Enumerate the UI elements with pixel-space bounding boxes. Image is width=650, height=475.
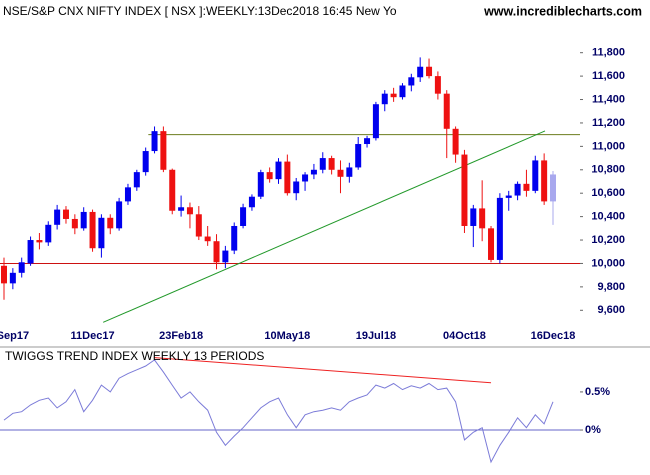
candle-body xyxy=(80,211,87,229)
candle-body xyxy=(107,217,114,229)
watermark-background xyxy=(452,1,650,23)
y-tick-label: 11,400 xyxy=(592,93,625,105)
candle-body xyxy=(293,181,300,194)
candle-body xyxy=(213,241,220,263)
candle-body xyxy=(319,158,326,170)
candle-body xyxy=(381,93,388,105)
candle-body xyxy=(54,209,61,225)
candle-body xyxy=(195,214,202,237)
trend-line xyxy=(102,130,546,323)
candle-body xyxy=(399,85,406,98)
candle-body xyxy=(36,240,43,243)
candle-body xyxy=(532,160,539,191)
candle-body xyxy=(18,262,25,273)
watermark: www.incrediblecharts.com xyxy=(483,4,642,18)
candle-body xyxy=(470,208,477,226)
y-tick-label: 10,600 xyxy=(591,187,625,199)
candle-body xyxy=(302,174,309,182)
candle-body xyxy=(337,169,344,177)
candle-body xyxy=(9,272,16,284)
candle-body xyxy=(417,66,424,78)
panel-title: TWIGGS TREND INDEX WEEKLY 13 PERIODS xyxy=(5,349,264,363)
candle-body xyxy=(523,183,530,191)
candle-body xyxy=(505,195,512,198)
candle-body xyxy=(62,209,69,219)
candle-body xyxy=(426,66,433,77)
candle-body xyxy=(124,187,131,202)
candle-body xyxy=(346,167,353,177)
y-tick-label: 11,800 xyxy=(592,47,625,59)
candle-body xyxy=(443,93,450,129)
candle-body xyxy=(257,172,264,197)
candle-body xyxy=(222,250,229,263)
y-tick-label: 11,200 xyxy=(592,117,625,129)
candle-body xyxy=(160,131,167,170)
plot-area: 9,600 9,800 10,000 10,200 10,400 10,600 10,800… xyxy=(0,47,625,464)
candle-body xyxy=(364,138,371,145)
x-tick-label: Sep17 xyxy=(0,330,29,342)
candle-body xyxy=(452,128,459,155)
candle-body xyxy=(514,183,521,196)
candle-body xyxy=(27,240,34,264)
candle-body xyxy=(45,224,52,243)
candle-body xyxy=(284,161,291,194)
candle-body xyxy=(372,104,379,139)
y-tick-label: 0.5% xyxy=(585,386,610,398)
candle-body xyxy=(541,160,548,202)
candle-body xyxy=(275,161,282,180)
indicator-line xyxy=(3,359,554,464)
x-tick-label: 19Jul18 xyxy=(356,330,396,342)
candle-body xyxy=(479,208,486,229)
candle-body xyxy=(204,236,211,242)
candle-body xyxy=(169,169,176,211)
y-tick-label: 10,000 xyxy=(591,257,625,269)
candle-body xyxy=(496,197,503,260)
candle-body xyxy=(178,207,185,211)
candle-body xyxy=(248,196,255,208)
candle-body xyxy=(240,207,247,226)
y-tick-label: 11,600 xyxy=(592,70,625,82)
candle-body xyxy=(310,169,317,175)
candle-body xyxy=(266,172,273,180)
candle-body xyxy=(98,217,105,249)
chart-title: NSE/S&P CNX NIFTY INDEX [ NSX ]:WEEKLY:1… xyxy=(3,4,397,18)
candle-body xyxy=(488,228,495,260)
y-tick-label: 9,600 xyxy=(597,304,625,316)
y-tick-label: 0% xyxy=(585,424,601,436)
candle-body xyxy=(408,77,415,86)
candle-body xyxy=(328,158,335,170)
candle-body xyxy=(116,201,123,229)
candle-body xyxy=(1,265,7,284)
candle-body xyxy=(550,174,556,202)
candle-body xyxy=(461,154,468,226)
candle-body xyxy=(434,76,441,94)
candle-body xyxy=(142,151,149,173)
candle-body xyxy=(151,131,158,152)
y-tick-label: 11,000 xyxy=(592,140,625,152)
candle-body xyxy=(133,172,140,188)
candle-body xyxy=(186,207,193,215)
x-tick-label: 16Dec18 xyxy=(531,330,576,342)
x-tick-label: 11Dec17 xyxy=(71,330,115,342)
candle-body xyxy=(231,225,238,251)
y-tick-label: 10,200 xyxy=(591,234,625,246)
x-tick-label: 10May18 xyxy=(264,330,310,342)
y-tick-label: 10,800 xyxy=(591,164,625,176)
candle-body xyxy=(390,93,397,98)
trend-line xyxy=(154,357,492,384)
candle-body xyxy=(71,218,78,229)
candle-body xyxy=(355,144,362,168)
x-tick-label: 04Oct18 xyxy=(443,330,486,342)
x-tick-label: 23Feb18 xyxy=(159,330,203,342)
y-tick-label: 10,400 xyxy=(591,211,625,223)
y-tick-label: 9,800 xyxy=(597,281,625,293)
candle-body xyxy=(89,211,96,249)
